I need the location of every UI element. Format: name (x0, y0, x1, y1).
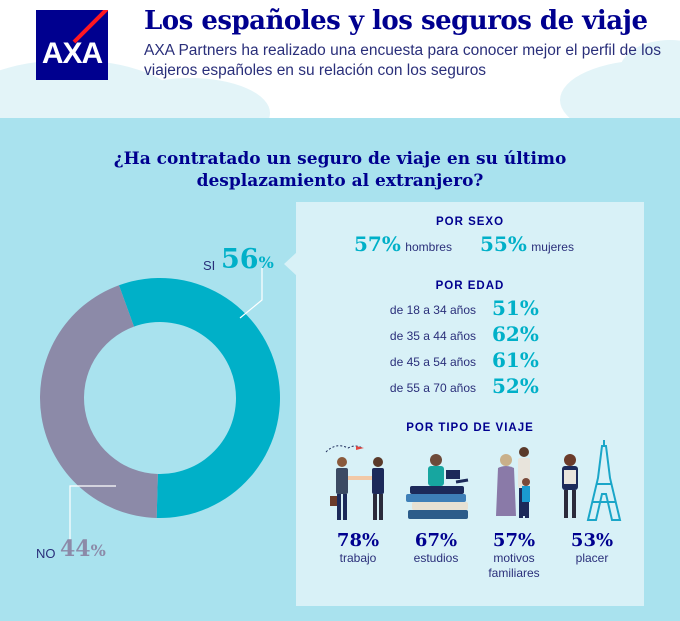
trip-label: trabajo (339, 551, 377, 565)
si-value-number: 56 (221, 244, 259, 275)
section-heading-viaje: POR TIPO DE VIAJE (406, 422, 534, 434)
trip-label: placer (575, 551, 609, 565)
trip-value: 53% (570, 530, 614, 551)
sexo-value: 57% (354, 232, 401, 256)
trip-item-estudios: 67% estudios (396, 530, 476, 566)
header: AXA Los españoles y los seguros de viaje… (0, 0, 680, 118)
no-value-number: 44 (60, 536, 91, 562)
section-heading-sexo: POR SEXO (435, 216, 505, 228)
age-row: de 45 a 54 años 61% (296, 348, 644, 374)
student-books-icon (406, 454, 469, 519)
age-row: de 35 a 44 años 62% (296, 322, 644, 348)
no-label: NO (36, 546, 56, 561)
age-value: 52% (492, 374, 539, 398)
no-value: 44% (60, 536, 106, 562)
trip-value: 57% (492, 530, 536, 551)
trip-value: 67% (414, 530, 458, 551)
si-value: 56% (221, 244, 274, 275)
trip-item-trabajo: 78% trabajo (318, 530, 398, 566)
no-value-unit: % (90, 541, 106, 560)
axa-logo: AXA (36, 10, 108, 80)
age-label: de 18 a 34 años (389, 303, 476, 317)
si-value-unit: % (258, 253, 274, 272)
si-label: SI (203, 258, 216, 273)
age-row: de 18 a 34 años 51% (296, 296, 644, 322)
trip-item-placer: 53% placer (552, 530, 632, 566)
sexo-label: mujeres (531, 240, 574, 254)
age-label: de 55 a 70 años (389, 381, 476, 395)
sexo-label: hombres (405, 240, 452, 254)
sexo-item-hombres: 57% hombres (354, 232, 452, 256)
trip-label: estudios (413, 551, 459, 565)
age-value: 51% (492, 296, 539, 320)
family-icon (496, 447, 530, 518)
age-label: de 45 a 54 años (389, 355, 476, 369)
chart-question: ¿Ha contratado un seguro de viaje en su … (113, 149, 567, 191)
trip-illustrations (325, 440, 622, 521)
age-value: 62% (492, 322, 539, 346)
age-row: de 55 a 70 años 52% (296, 374, 644, 400)
sexo-value: 55% (480, 232, 527, 256)
eiffel-tower-tourist-icon (562, 440, 622, 521)
business-handshake-icon (325, 445, 384, 520)
sexo-item-mujeres: 55% mujeres (480, 232, 574, 256)
breakdown-panel: POR SEXO 57% hombres 55% mujeres POR EDA… (296, 202, 644, 606)
trip-value: 78% (336, 530, 380, 551)
age-value: 61% (492, 348, 539, 372)
trip-item-familiares: 57% motivos familiares (476, 530, 552, 581)
logo-text: AXA (41, 37, 103, 70)
age-label: de 35 a 44 años (389, 329, 476, 343)
page-title: Los españoles y los seguros de viaje (144, 6, 648, 36)
trip-label: motivos familiares (488, 551, 540, 580)
section-heading-edad: POR EDAD (435, 280, 505, 292)
page-subtitle: AXA Partners ha realizado una encuesta p… (144, 42, 661, 79)
